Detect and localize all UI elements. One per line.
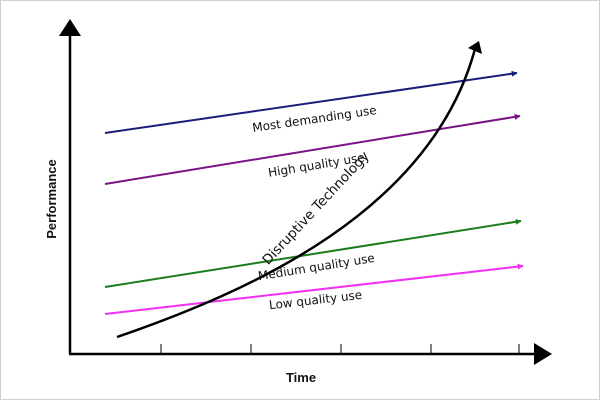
medium-quality-use-line — [104, 218, 522, 288]
high-quality-use-line — [104, 113, 521, 185]
x-axis-arrowhead — [534, 343, 552, 365]
disruptive-technology-arrowhead — [468, 41, 482, 54]
low-quality-use-label: Low quality use — [268, 288, 363, 313]
low-quality-use-line — [104, 263, 524, 315]
disruptive-technology-curve — [116, 48, 477, 339]
x-axis-title: Time — [286, 370, 316, 385]
most-demanding-use-line — [104, 70, 518, 134]
performance-lines — [104, 70, 524, 315]
most-demanding-use-label: Most demanding use — [251, 103, 377, 135]
axes: Time Performance — [44, 19, 552, 385]
y-axis-arrowhead — [59, 19, 81, 36]
x-axis-ticks — [160, 344, 520, 354]
y-axis-title: Performance — [44, 159, 59, 238]
